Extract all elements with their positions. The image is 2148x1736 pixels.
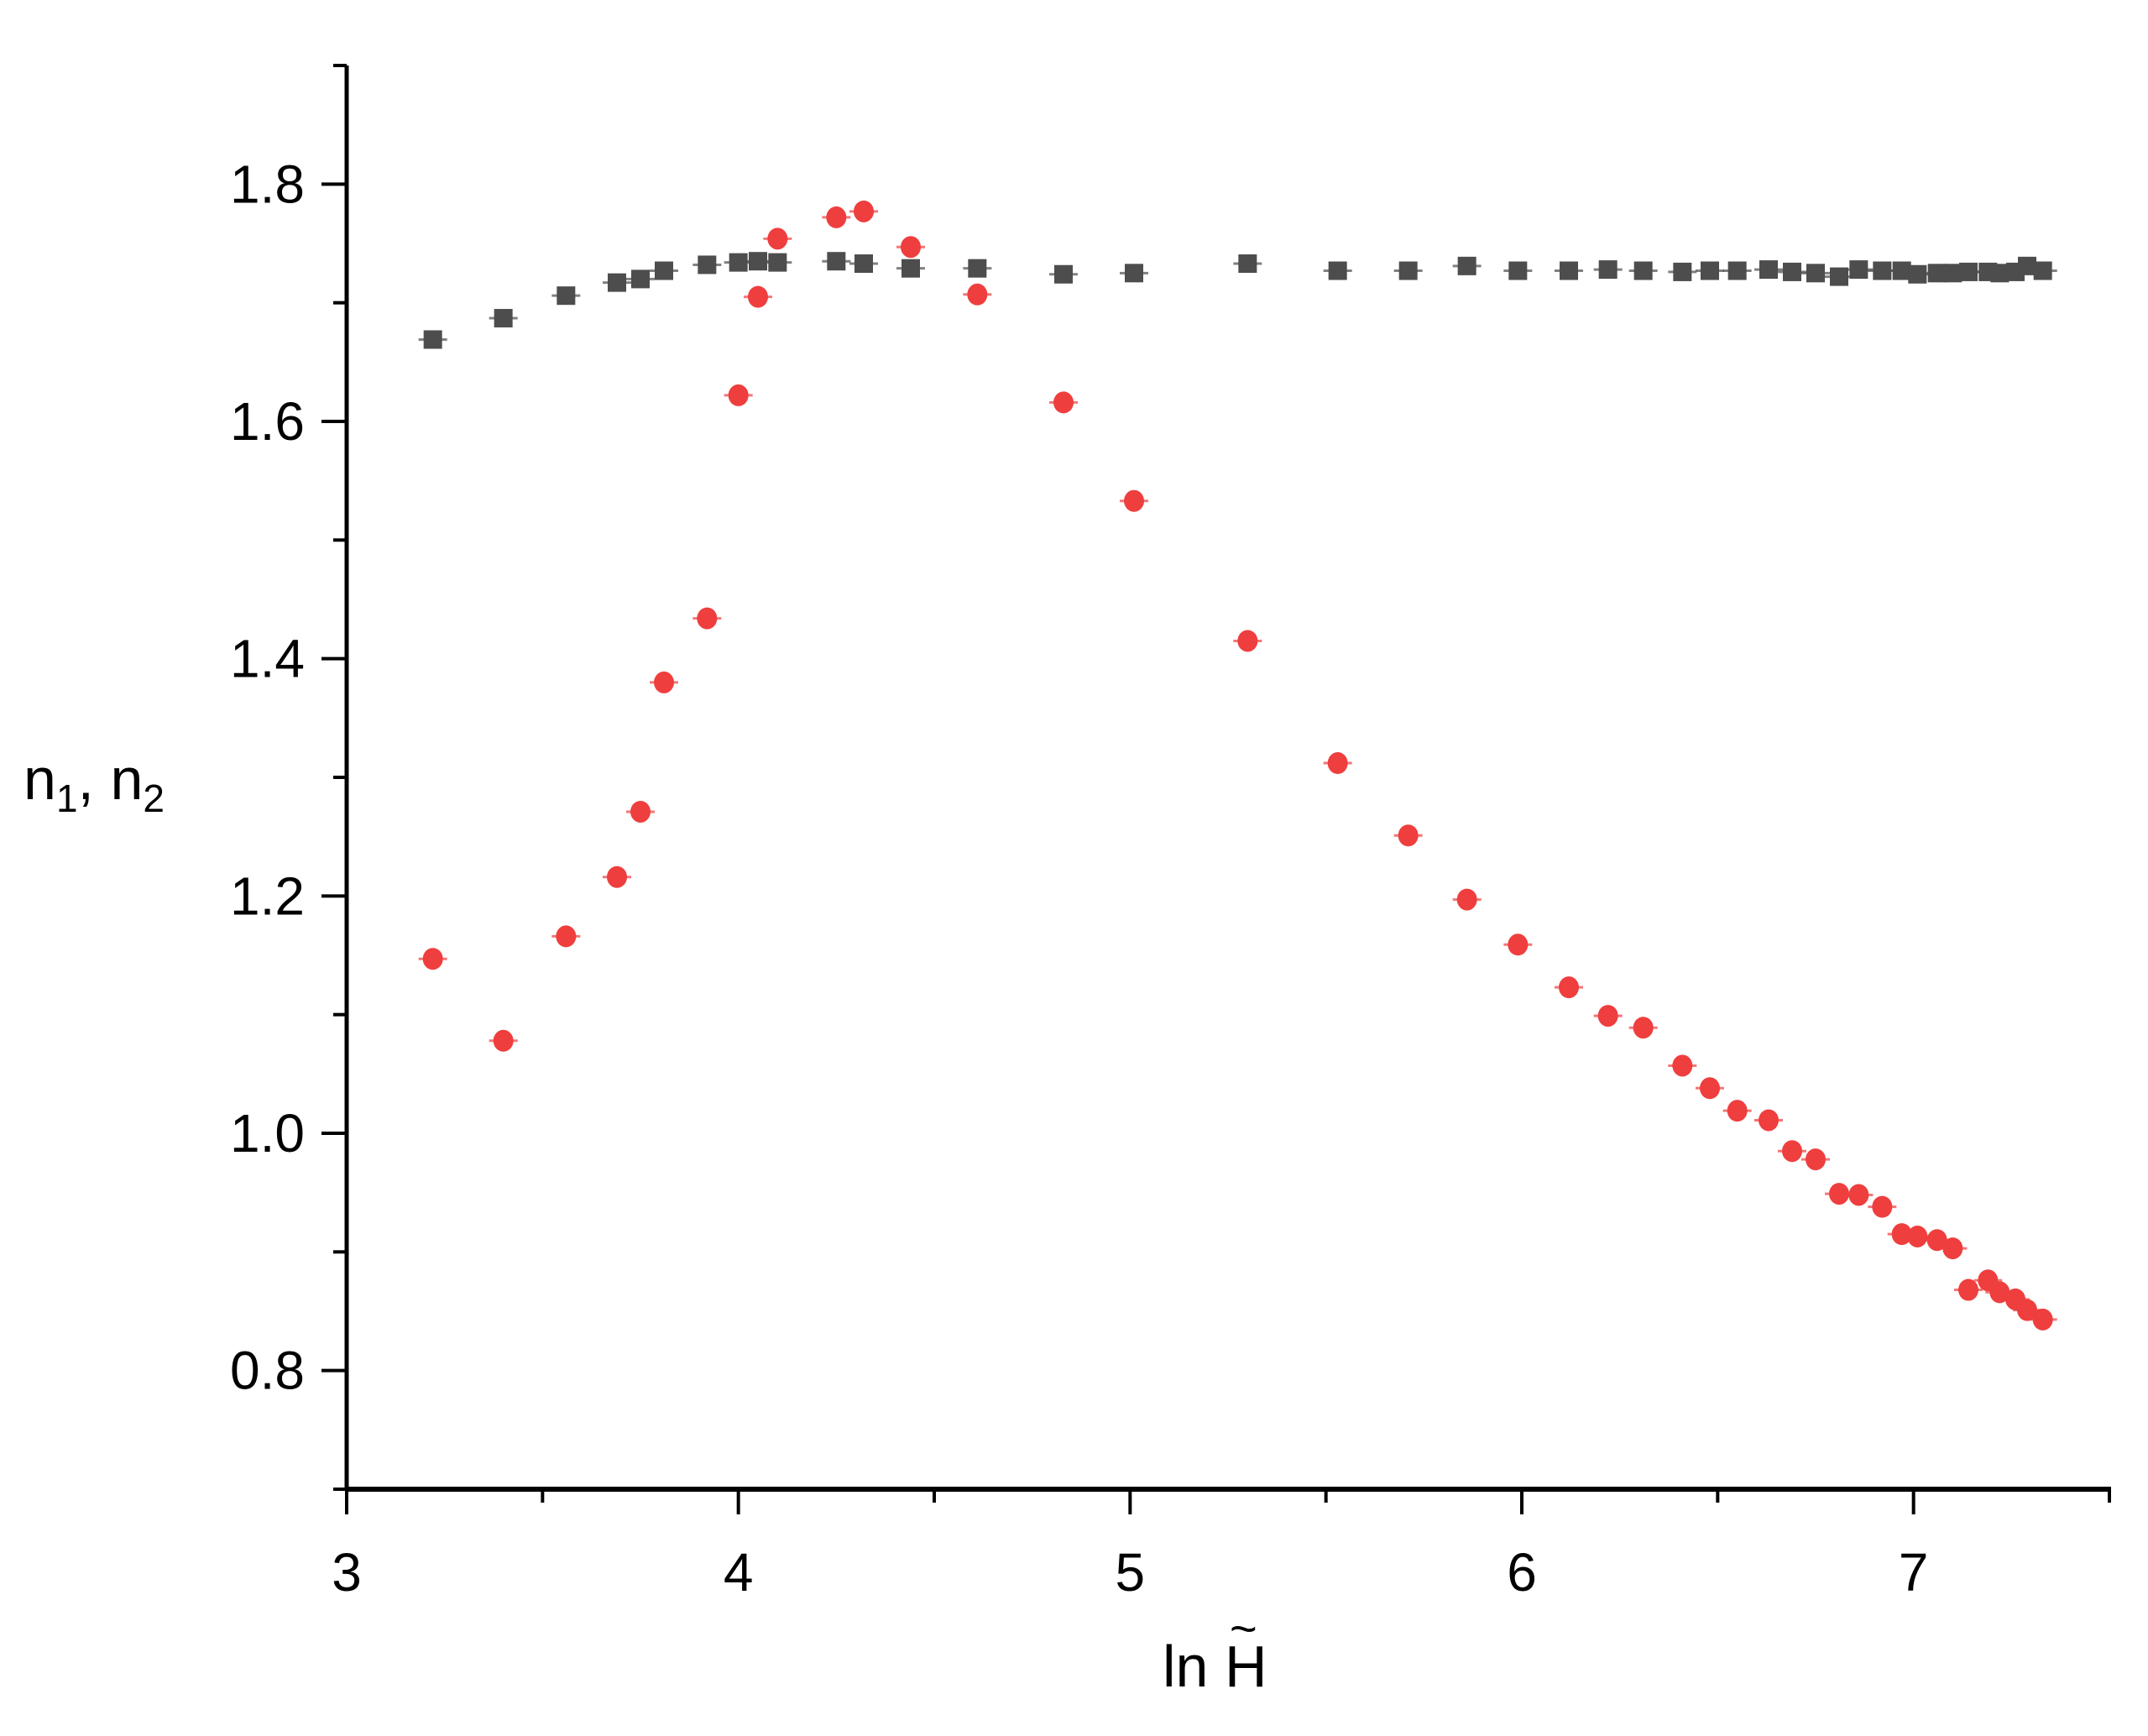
data-point	[1633, 261, 1653, 280]
data-point	[557, 286, 576, 306]
data-point	[654, 671, 674, 693]
data-point	[1560, 261, 1578, 280]
data-point	[1806, 264, 1825, 283]
data-point	[423, 330, 442, 349]
data-point	[631, 269, 650, 289]
data-point	[1237, 630, 1258, 652]
data-point	[1727, 261, 1747, 280]
data-point	[1958, 1278, 1978, 1301]
data-point	[1124, 489, 1144, 512]
data-point	[728, 384, 749, 406]
data-point	[422, 948, 443, 970]
data-point	[1873, 261, 1892, 280]
data-point	[630, 800, 651, 823]
data-points	[418, 200, 2057, 1331]
data-point	[854, 200, 874, 222]
axis-ticks: 3 4 5 6 7 0.8 1.0 1.2 1.4 1.6 1.8	[230, 64, 2111, 1603]
data-point	[1848, 1184, 1869, 1206]
data-point	[1053, 391, 1074, 414]
y-tick-label: 1.6	[230, 391, 305, 452]
data-point	[826, 206, 847, 228]
data-point	[1759, 1109, 1779, 1132]
data-point	[1830, 267, 1848, 286]
data-point	[1508, 261, 1528, 280]
data-point	[1908, 264, 1927, 284]
series-n1	[418, 252, 2057, 349]
data-point	[968, 259, 987, 278]
data-point	[1759, 260, 1778, 280]
data-point	[1633, 1017, 1654, 1039]
data-point	[854, 254, 873, 274]
data-point	[607, 865, 627, 888]
y-tick-label: 1.4	[230, 629, 305, 689]
data-point	[1782, 1140, 1802, 1163]
data-point	[2032, 1308, 2053, 1331]
data-point	[1907, 1225, 1928, 1247]
data-point	[1829, 1183, 1849, 1205]
data-point	[1989, 1281, 2010, 1304]
x-axis-label: ln H ~	[1163, 1602, 1267, 1699]
data-point	[2017, 1299, 2037, 1321]
data-point	[1456, 888, 1477, 911]
data-point	[1559, 976, 1579, 999]
series-n2	[418, 200, 2057, 1331]
data-point	[494, 309, 513, 328]
data-point	[1328, 261, 1347, 280]
data-point	[1943, 264, 1962, 283]
data-point	[827, 252, 846, 271]
data-point	[1054, 264, 1073, 284]
data-point	[1849, 260, 1868, 280]
x-tick-label: 3	[332, 1542, 362, 1603]
x-tick-label: 6	[1507, 1542, 1537, 1603]
data-point	[1597, 1005, 1618, 1027]
data-point	[1990, 264, 2010, 283]
data-point	[768, 253, 787, 272]
data-point	[967, 283, 988, 306]
data-point	[1327, 752, 1348, 775]
data-point	[1959, 262, 1978, 281]
data-point	[1700, 1077, 1720, 1100]
data-point	[697, 607, 718, 630]
data-point	[729, 253, 748, 272]
data-point	[1806, 1148, 1826, 1171]
data-point	[1942, 1237, 1963, 1260]
data-point	[767, 227, 788, 250]
data-point	[901, 236, 921, 259]
data-point	[1783, 262, 1801, 281]
data-point	[1457, 256, 1476, 275]
data-point	[1872, 1195, 1893, 1218]
data-point	[748, 285, 768, 308]
data-point	[1125, 264, 1143, 283]
data-point	[902, 259, 920, 278]
y-tick-label: 1.2	[230, 865, 305, 926]
data-point	[1508, 933, 1529, 956]
data-point	[1672, 1054, 1693, 1077]
x-tick-label: 7	[1899, 1542, 1929, 1603]
data-point	[1398, 824, 1419, 847]
y-tick-label: 0.8	[230, 1341, 305, 1401]
data-point	[1926, 1229, 1947, 1252]
y-axis-label: n1, n2	[24, 746, 165, 820]
data-point	[1598, 260, 1618, 280]
data-point	[655, 261, 673, 280]
data-point	[1238, 254, 1257, 274]
data-point	[2033, 261, 2052, 280]
data-point	[698, 255, 717, 275]
x-tick-label: 5	[1116, 1542, 1146, 1603]
data-point	[1673, 262, 1692, 281]
data-point	[1927, 264, 1947, 283]
data-point	[608, 273, 626, 292]
data-point	[749, 252, 767, 271]
x-tick-label: 4	[724, 1542, 754, 1603]
data-point	[556, 925, 577, 948]
y-tick-label: 1.8	[230, 154, 305, 214]
data-point	[493, 1029, 514, 1052]
data-point	[1398, 261, 1418, 280]
data-point	[1701, 261, 1719, 280]
y-tick-label: 1.0	[230, 1103, 305, 1163]
data-point	[1891, 1223, 1912, 1246]
data-point	[1727, 1100, 1748, 1122]
